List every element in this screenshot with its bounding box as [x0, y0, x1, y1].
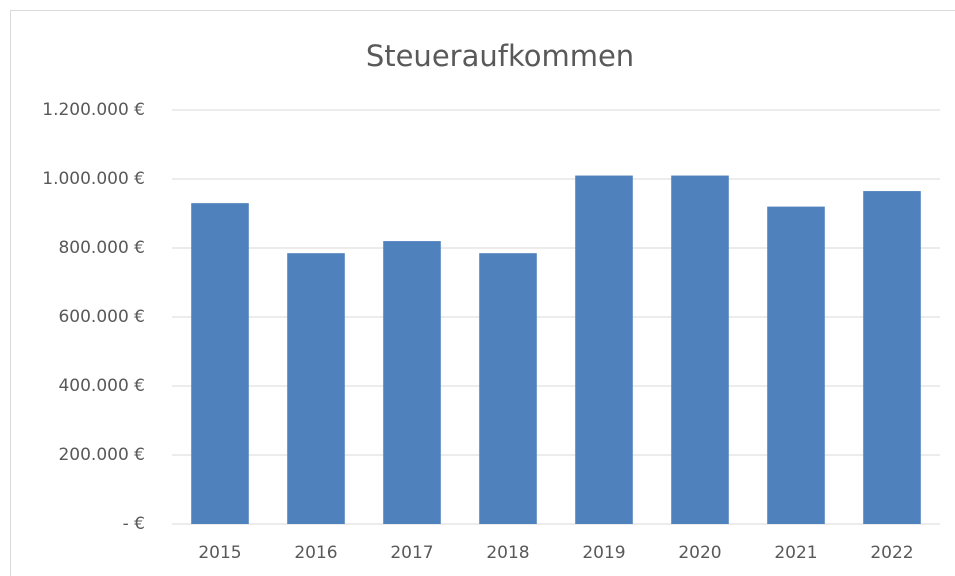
- y-tick-label: 800.000 €: [58, 238, 145, 258]
- bar: [863, 191, 921, 524]
- x-tick-label: 2016: [294, 543, 337, 563]
- x-tick-label: 2018: [486, 543, 529, 563]
- x-tick-label: 2020: [678, 543, 721, 563]
- y-tick-label: 400.000 €: [58, 376, 145, 396]
- y-tick-label: 200.000 €: [58, 445, 145, 465]
- y-tick-label: 1.000.000 €: [42, 169, 145, 189]
- bar: [575, 175, 633, 525]
- y-tick-label: - €: [123, 514, 145, 534]
- bar: [767, 206, 825, 524]
- bar: [479, 253, 537, 525]
- y-tick-label: 1.200.000 €: [42, 100, 145, 120]
- bar: [671, 175, 729, 525]
- x-tick-label: 2019: [582, 543, 625, 563]
- bar: [287, 253, 345, 525]
- x-tick-label: 2022: [870, 543, 913, 563]
- x-tick-label: 2017: [390, 543, 433, 563]
- y-tick-label: 600.000 €: [58, 307, 145, 327]
- x-tick-label: 2021: [774, 543, 817, 563]
- chart-title: Steueraufkommen: [366, 39, 634, 73]
- bar: [383, 241, 441, 524]
- bar: [191, 203, 249, 524]
- x-tick-label: 2015: [198, 543, 241, 563]
